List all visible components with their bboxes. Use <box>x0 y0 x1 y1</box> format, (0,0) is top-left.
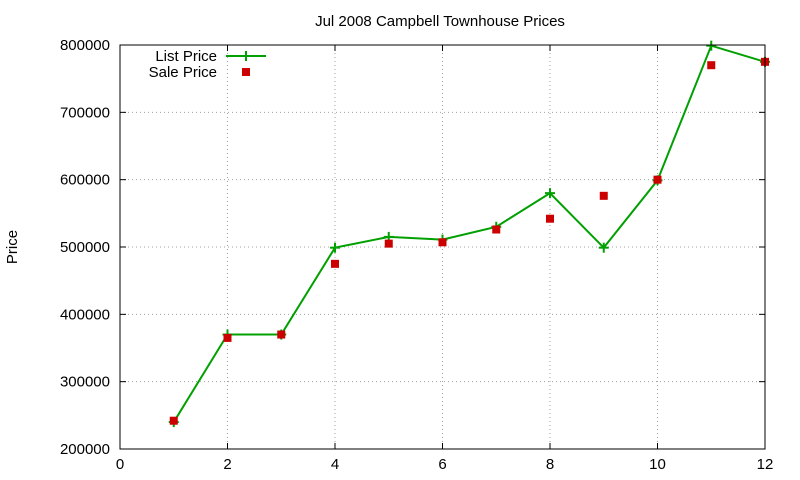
x-tick-label: 2 <box>223 456 231 473</box>
sale-price-point <box>653 175 662 184</box>
list-price-point <box>330 242 340 253</box>
series-1 <box>169 57 769 425</box>
list-price-line <box>172 44 766 423</box>
sale-price-point <box>546 214 554 223</box>
axis-ticks: 200000 300000 400000 500000 600000 700000 8000… <box>60 37 773 473</box>
sale-price-point <box>384 239 393 248</box>
legend-square-marker <box>242 68 250 76</box>
x-tick-label: 6 <box>438 456 446 473</box>
x-tick-label: 8 <box>546 456 554 473</box>
list-price-point <box>598 242 609 253</box>
y-axis-label: Price <box>4 230 21 264</box>
list-price-point <box>545 188 555 199</box>
grid <box>120 45 765 449</box>
x-tick-label: 4 <box>331 456 339 473</box>
legend-plus-marker <box>241 51 251 61</box>
legend-label: List Price <box>155 48 217 65</box>
sale-price-point <box>599 191 608 200</box>
x-tick-label: 0 <box>116 456 124 473</box>
y-tick-label: 700000 <box>60 104 110 121</box>
sale-price-point <box>169 416 178 425</box>
list-price-point <box>706 40 717 51</box>
y-tick-label: 300000 <box>60 374 110 391</box>
y-tick-label: 800000 <box>60 37 110 54</box>
sale-price-point <box>492 225 501 234</box>
sale-price-point <box>223 333 232 342</box>
x-tick-label: 10 <box>649 456 666 473</box>
series-layer <box>168 40 770 428</box>
chart-title: Jul 2008 Campbell Townhouse Prices <box>315 13 565 30</box>
series-0 <box>168 40 770 428</box>
y-tick-label: 400000 <box>60 306 110 323</box>
plot-frame <box>119 44 766 450</box>
sale-price-point <box>331 259 339 268</box>
sale-price-point <box>277 330 286 339</box>
x-tick-label: 12 <box>757 456 774 473</box>
y-tick-label: 600000 <box>60 172 110 189</box>
sale-price-point <box>438 238 447 247</box>
y-tick-label: 500000 <box>60 239 110 256</box>
legend-label: Sale Price <box>149 64 217 81</box>
sale-price-point <box>707 61 716 70</box>
y-tick-label: 200000 <box>60 441 110 458</box>
